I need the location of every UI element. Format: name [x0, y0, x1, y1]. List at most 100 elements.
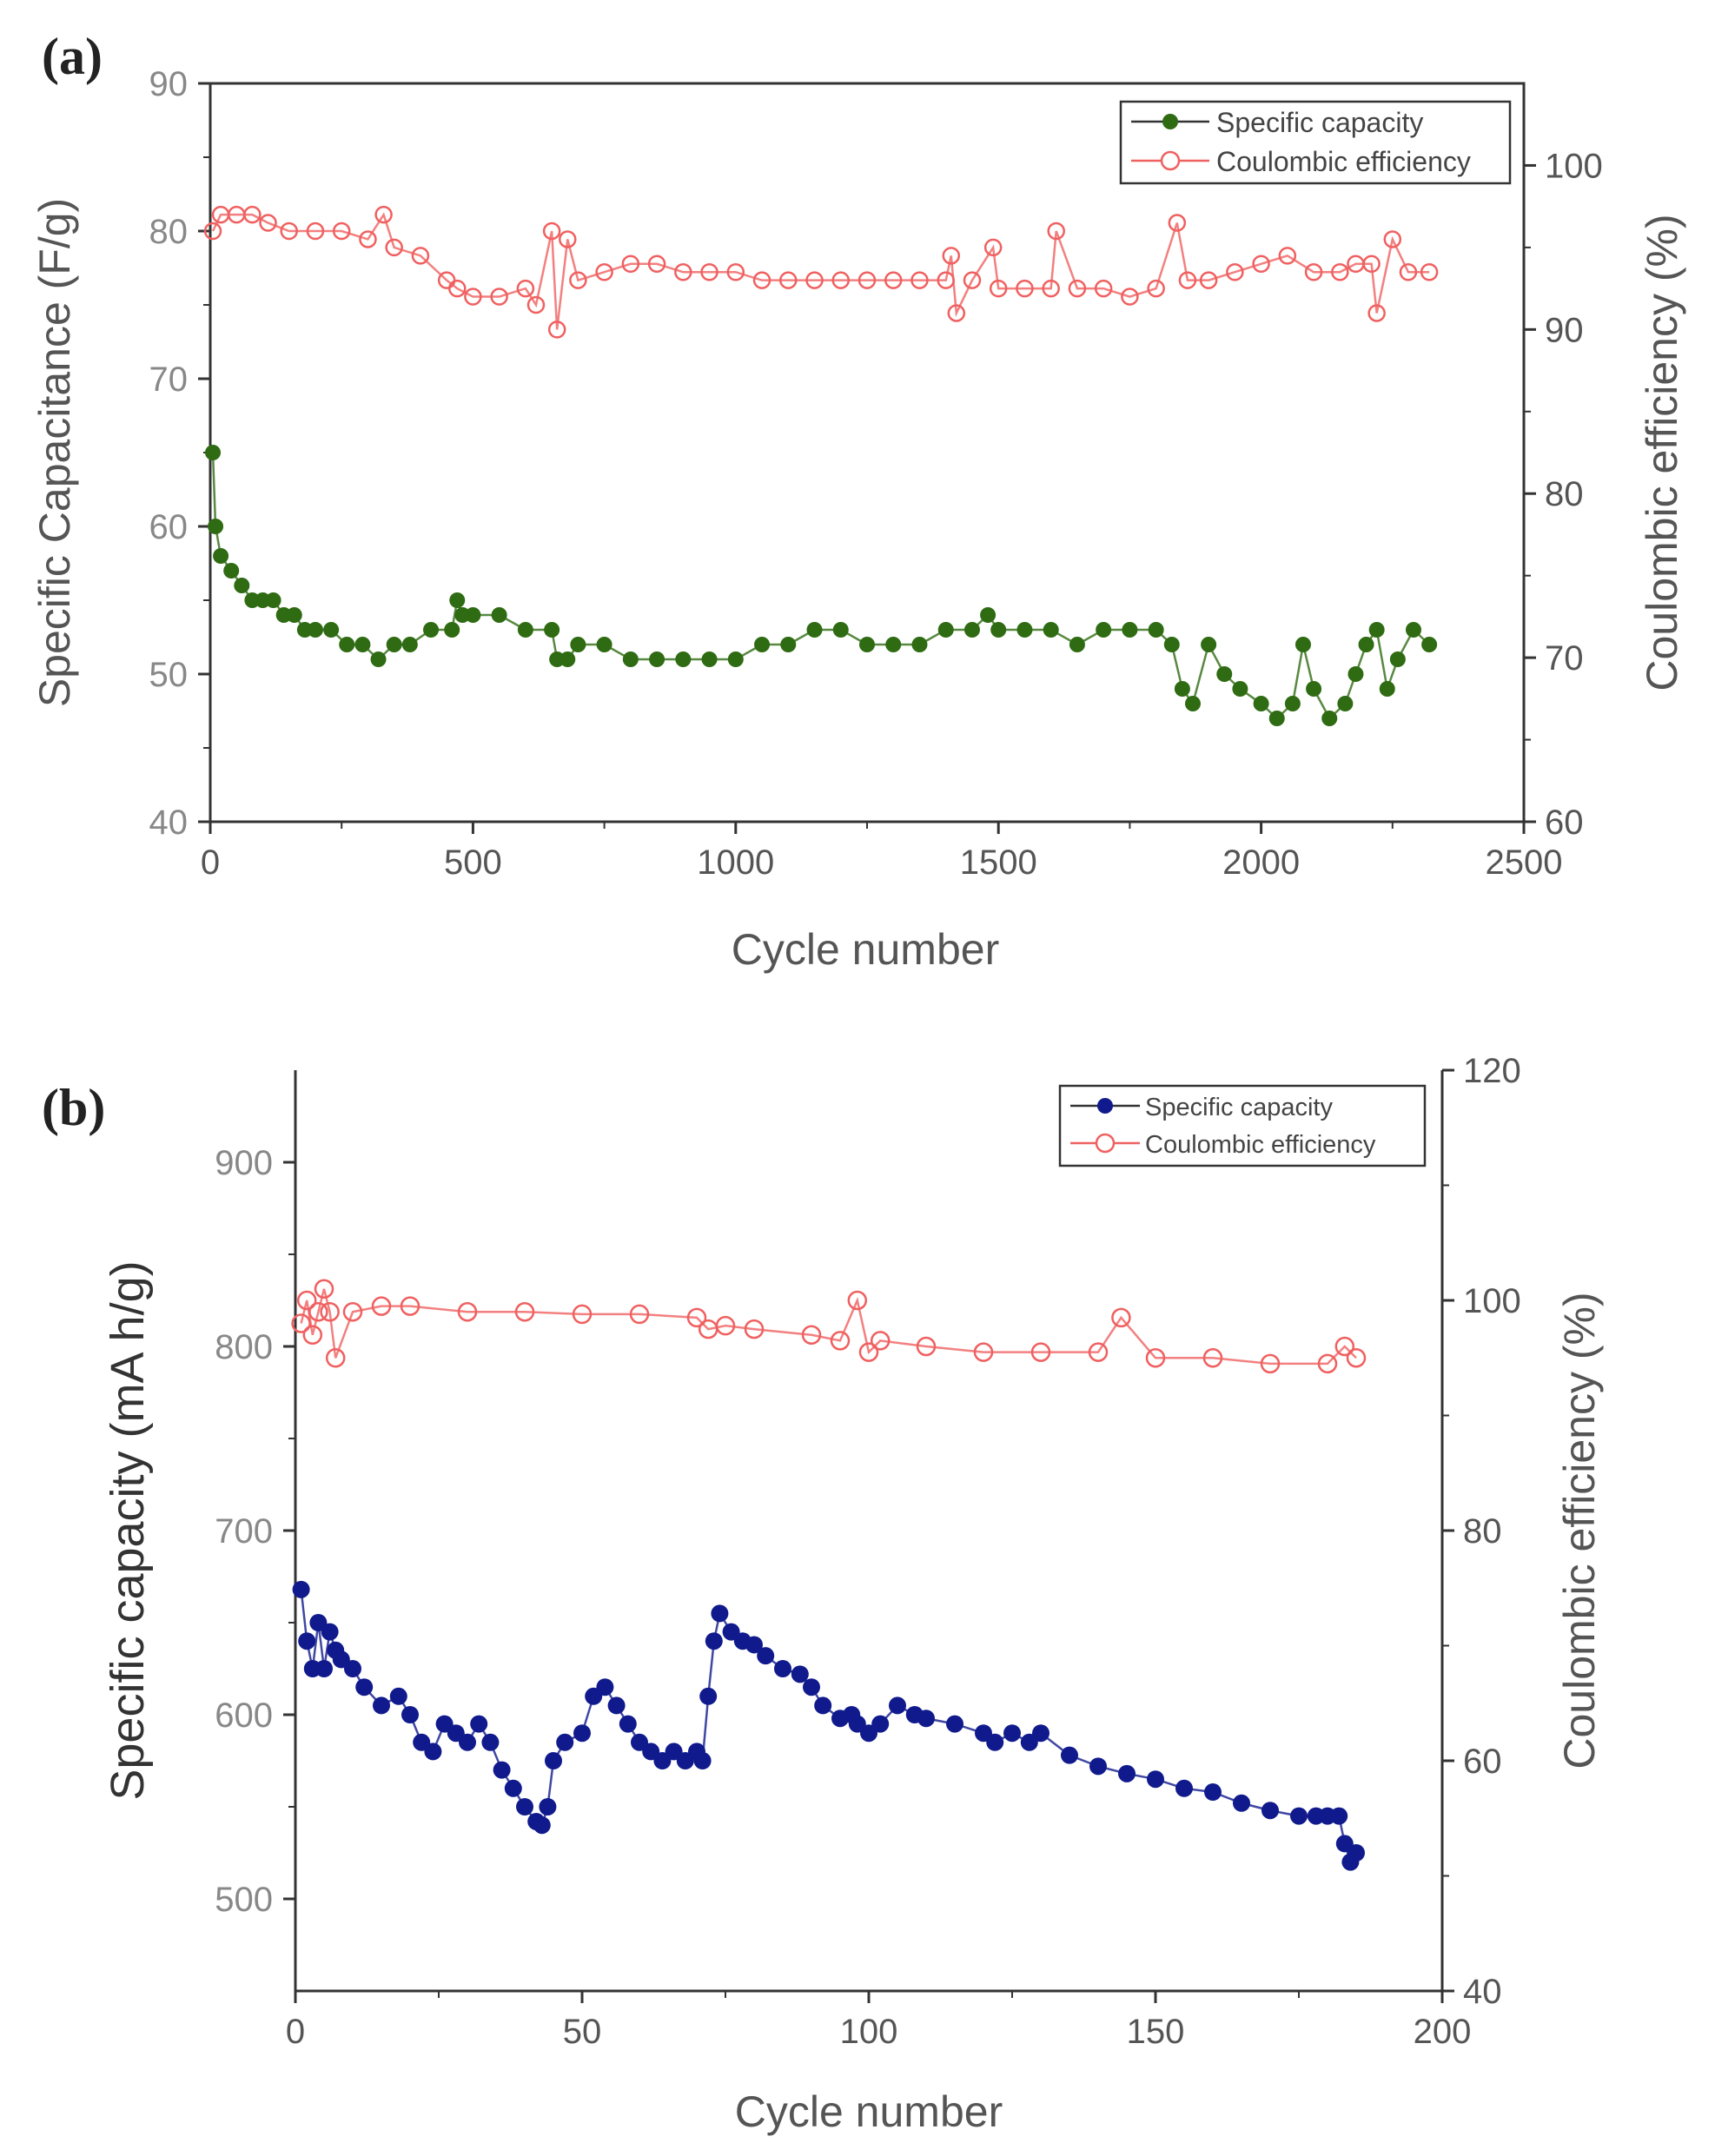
point-a-0-70: [1405, 622, 1421, 638]
point-b-1-30: [1260, 1353, 1281, 1374]
point-a-0-61: [1295, 637, 1311, 652]
point-a-1-29: [779, 271, 798, 289]
point-b-0-49: [803, 1678, 820, 1696]
point-b-1-33: [1346, 1348, 1367, 1368]
point-b-0-46: [757, 1647, 775, 1665]
point-a-0-48: [1069, 637, 1085, 652]
point-a-0-55: [1201, 637, 1217, 652]
point-a-0-0: [205, 445, 222, 460]
point-a-0-18: [423, 622, 440, 638]
point-a-0-56: [1216, 666, 1233, 682]
point-a-0-39: [859, 637, 875, 652]
point-a-0-17: [401, 637, 418, 652]
y2-tick-label-b-3: 100: [1463, 1282, 1521, 1320]
point-a-0-49: [1096, 622, 1112, 638]
y-tick-label-b-4: 900: [215, 1144, 273, 1182]
point-b-1-2: [302, 1325, 323, 1345]
point-a-1-27: [726, 262, 745, 281]
y2-tick-label-b-0: 40: [1463, 1973, 1502, 2011]
legend-b: Specific capacity Coulombic efficiency: [1058, 1084, 1427, 1167]
y-tick-label-b-3: 800: [215, 1328, 273, 1366]
point-a-1-19: [547, 321, 566, 339]
point-b-1-8: [371, 1296, 392, 1316]
legend-label-capacity-b: Specific capacity: [1145, 1094, 1333, 1121]
point-a-1-60: [1399, 262, 1418, 281]
x-tick-label-a-0: 0: [201, 843, 220, 882]
point-a-0-50: [1122, 622, 1138, 638]
point-a-1-33: [884, 271, 903, 289]
point-b-0-27: [556, 1733, 574, 1751]
point-b-0-67: [1118, 1764, 1136, 1782]
point-b-0-55: [871, 1715, 890, 1733]
y2-axis-label-b: Coulombic efficiency (%): [1555, 1292, 1604, 1769]
point-a-0-60: [1284, 696, 1301, 711]
point-a-0-62: [1306, 681, 1322, 697]
point-b-1-25: [1030, 1342, 1051, 1362]
point-b-0-12: [401, 1706, 419, 1723]
point-b-1-11: [514, 1302, 535, 1322]
point-a-1-32: [858, 271, 877, 289]
point-a-1-21: [569, 271, 587, 289]
point-b-0-65: [1061, 1746, 1078, 1764]
point-a-0-3: [223, 563, 240, 579]
y-tick-label-a-0: 40: [149, 804, 189, 842]
y-tick-label-a-1: 50: [149, 656, 189, 694]
point-b-0-66: [1089, 1757, 1107, 1776]
point-a-1-39: [983, 238, 1003, 257]
chart-panel-a: (a) 0 500 1000 1500 2000 2500 40 50 60 70 80 90 60 70…: [30, 28, 1686, 974]
point-b-0-21: [504, 1779, 522, 1797]
legend-marker-ce-b: [1095, 1133, 1116, 1154]
point-a-1-0: [203, 222, 222, 241]
point-b-0-71: [1233, 1794, 1250, 1812]
point-a-0-51: [1148, 622, 1164, 638]
point-b-0-76: [1330, 1807, 1348, 1825]
point-a-0-1: [208, 519, 224, 534]
point-a-1-7: [332, 222, 351, 241]
point-b-1-24: [973, 1342, 994, 1362]
point-b-0-32: [619, 1715, 637, 1733]
point-b-0-70: [1204, 1783, 1222, 1802]
point-a-0-14: [354, 637, 371, 652]
point-a-1-3: [243, 205, 262, 224]
point-b-0-39: [693, 1752, 712, 1769]
y2-tick-label-b-4: 120: [1463, 1052, 1521, 1090]
point-a-0-2: [213, 548, 229, 564]
point-b-1-7: [342, 1302, 363, 1322]
y2-tick-label-a-2: 80: [1545, 475, 1584, 513]
point-a-1-37: [947, 304, 966, 322]
point-b-1-20: [847, 1290, 868, 1311]
legend-marker-capacity-a: [1162, 114, 1178, 129]
point-a-1-23: [621, 255, 640, 274]
point-a-0-71: [1421, 637, 1438, 652]
x-tick-label-b-0: 0: [286, 2013, 305, 2051]
legend-box-a: [1119, 100, 1512, 185]
plot-frame-a: [209, 82, 1526, 823]
point-a-0-52: [1163, 637, 1180, 652]
point-b-0-56: [889, 1696, 906, 1715]
point-b-0-64: [1032, 1724, 1050, 1743]
point-a-1-61: [1420, 262, 1439, 281]
point-a-0-16: [386, 637, 402, 652]
point-b-1-3: [308, 1302, 328, 1322]
point-a-1-54: [1304, 262, 1323, 281]
point-b-1-14: [686, 1307, 707, 1328]
point-a-0-64: [1337, 696, 1354, 711]
point-a-1-13: [448, 279, 467, 298]
point-b-1-29: [1202, 1348, 1223, 1368]
point-a-0-68: [1379, 681, 1395, 697]
point-a-0-33: [701, 651, 718, 667]
point-a-1-59: [1383, 230, 1402, 248]
point-b-0-31: [607, 1696, 626, 1715]
point-b-0-9: [355, 1678, 374, 1696]
point-b-0-41: [705, 1632, 723, 1650]
point-a-1-15: [490, 288, 508, 306]
point-a-0-46: [1016, 622, 1033, 638]
point-b-1-18: [801, 1325, 822, 1345]
point-a-1-48: [1168, 214, 1187, 232]
point-a-0-7: [265, 592, 281, 608]
point-a-1-17: [526, 295, 546, 314]
point-b-0-40: [699, 1687, 718, 1705]
point-a-1-25: [674, 262, 692, 281]
point-b-1-23: [916, 1336, 937, 1357]
point-a-1-58: [1367, 304, 1386, 322]
